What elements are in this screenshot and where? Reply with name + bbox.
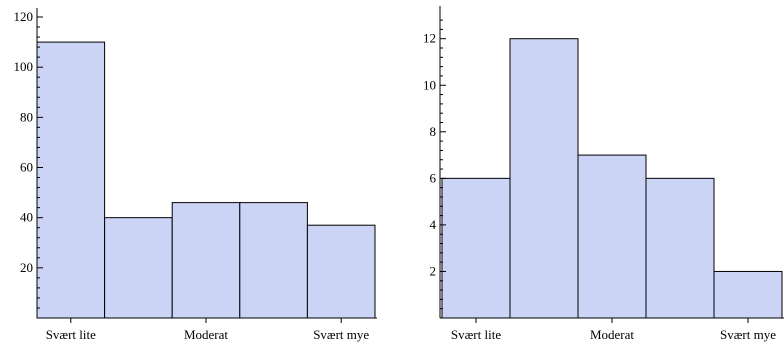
y-tick-label: 10	[423, 77, 436, 92]
bar-3	[171, 202, 241, 319]
x-tick-label: Svært mye	[313, 327, 369, 342]
bar-2	[104, 217, 173, 319]
x-tick-label: Svært lite	[451, 327, 501, 342]
x-tick-label: Moderat	[184, 327, 228, 342]
y-tick-label: 8	[430, 124, 437, 139]
y-tick-label: 80	[20, 109, 33, 124]
y-tick-label: 6	[430, 170, 437, 185]
chart-left: 20 40 60 80 100 120 Svært lite Moderat Svært mye	[14, 8, 377, 342]
y-tick-label: 40	[20, 210, 33, 225]
bar-1	[441, 177, 511, 319]
x-tick-label: Svært mye	[720, 327, 776, 342]
chart-right: 2 4 6 8 10 12 Svært lite Moderat Svært mye	[423, 6, 784, 342]
y-tick-label: 120	[14, 9, 34, 24]
y-tick-label: 4	[430, 217, 437, 232]
x-tick-label: Moderat	[590, 327, 634, 342]
bar-4	[239, 202, 308, 319]
bar-1	[36, 41, 106, 319]
bar-2	[509, 38, 579, 319]
y-tick-label: 12	[423, 31, 436, 46]
y-tick-label: 20	[20, 260, 33, 275]
y-tick-label: 2	[430, 263, 437, 278]
x-tick-label: Svært lite	[46, 327, 96, 342]
bar-5	[306, 224, 376, 319]
y-tick-label: 100	[14, 59, 34, 74]
bar-4	[645, 177, 715, 319]
bar-5	[713, 270, 783, 319]
y-tick-label: 60	[20, 160, 33, 175]
bar-3	[577, 154, 647, 319]
